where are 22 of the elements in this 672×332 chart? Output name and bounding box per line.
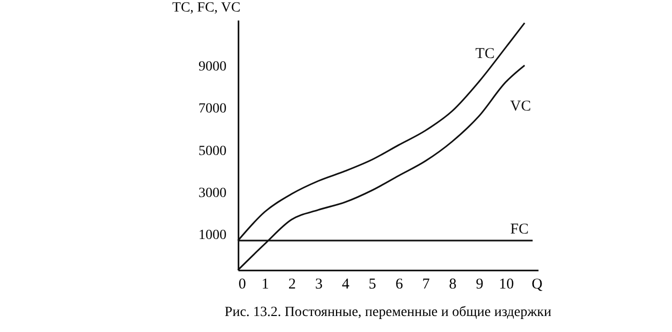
y-tick-label: 9000 [198,60,226,75]
y-tick-label: 7000 [198,102,226,117]
x-axis-title: Q [532,276,543,292]
x-tick-label: 2 [288,276,296,292]
x-tick-label: 1 [262,276,270,292]
x-tick-label: 10 [498,276,514,292]
y-tick-label: 1000 [198,228,226,243]
x-tick-label: 0 [238,276,246,292]
y-tick-label: 5000 [198,144,226,159]
series-label: VC [510,98,532,114]
x-tick-label: 7 [422,276,430,292]
x-tick-label: 5 [368,276,376,292]
text: Рис. 13.2. Постоянные, переменные и общие издержки [224,305,552,320]
x-tick-label: 9 [476,276,484,292]
y-axis-title: TC, FC, VC [172,0,240,16]
x-tick-label: 6 [395,276,404,292]
series-label: TC [475,46,495,62]
x-tick-label: 3 [315,276,323,292]
x-tick-label: 8 [449,276,457,292]
series-label: FC [510,222,529,238]
x-tick-label: 4 [342,276,350,292]
y-tick-label: 3000 [198,186,226,201]
